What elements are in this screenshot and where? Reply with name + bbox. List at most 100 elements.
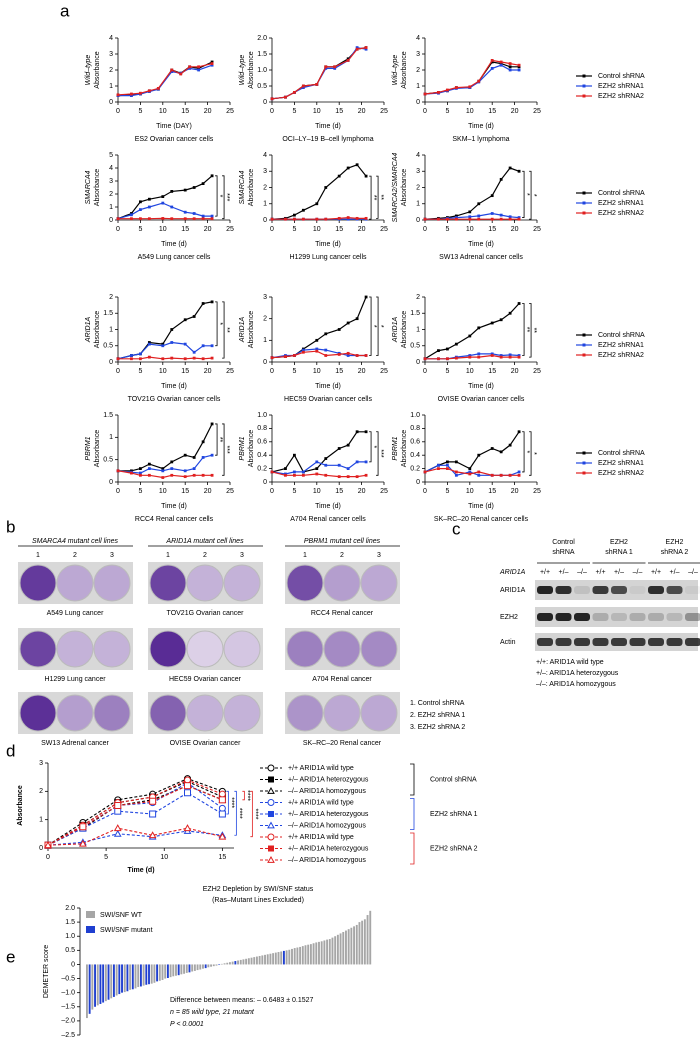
- y-tick-label: 2.0: [257, 35, 267, 42]
- bar: [204, 964, 207, 969]
- point: [170, 68, 174, 72]
- chart-title: OVISE Ovarian cancer cells: [438, 396, 525, 403]
- legend-entry: +/+ ARID1A wild type: [288, 765, 354, 772]
- data-line: [117, 341, 213, 360]
- point: [210, 214, 214, 218]
- point: [364, 216, 368, 220]
- blot-row-label: Actin: [500, 639, 516, 646]
- significance-bracket: [522, 303, 525, 356]
- point: [170, 205, 174, 209]
- legend-entry: +/+ ARID1A wild type: [288, 834, 354, 841]
- point: [179, 72, 183, 76]
- legend-entry: Control shRNA: [598, 450, 645, 457]
- bar: [102, 964, 105, 1003]
- legend-entry: +/– ARID1A heterozygous: [288, 776, 369, 783]
- point: [192, 473, 196, 477]
- point: [147, 341, 151, 344]
- point: [315, 467, 319, 470]
- y-tick-label: 1.0: [410, 412, 420, 419]
- x-axis-label: Time (d): [161, 503, 187, 510]
- band: [685, 638, 700, 646]
- point: [79, 823, 87, 831]
- x-tick-label: 25: [380, 226, 388, 233]
- bar: [315, 942, 318, 965]
- data-line: [271, 471, 367, 478]
- point: [517, 169, 521, 173]
- bar: [226, 962, 229, 965]
- point: [201, 344, 205, 348]
- plate: [360, 564, 398, 602]
- group-label: Control shRNA: [430, 776, 477, 783]
- bar: [277, 952, 280, 965]
- x-tick-label: 10: [159, 488, 167, 495]
- point: [499, 450, 503, 454]
- x-axis-label: Time (d): [468, 503, 494, 510]
- point: [170, 217, 174, 221]
- point: [315, 83, 319, 86]
- point: [149, 797, 157, 805]
- point: [454, 356, 458, 360]
- group-bracket: [410, 763, 415, 796]
- point: [346, 475, 350, 479]
- y-tick-label: 3: [416, 168, 420, 175]
- point: [139, 200, 142, 204]
- point: [508, 166, 512, 170]
- y-tick-label: 3: [263, 168, 267, 175]
- chart-title: OCI–LY–19 B–cell lymphoma: [282, 136, 373, 143]
- point: [170, 190, 174, 193]
- x-tick-label: 15: [335, 226, 343, 233]
- bar: [242, 959, 245, 965]
- point: [114, 807, 122, 815]
- bar: [280, 951, 283, 965]
- plate: [286, 564, 324, 602]
- y-tick-label: 2: [109, 294, 113, 301]
- point: [218, 804, 226, 812]
- group-header: PBRM1 mutant cell lines: [304, 538, 381, 545]
- significance: **: [377, 195, 384, 201]
- y-axis-label: DEMETER score: [43, 945, 50, 998]
- bar: [328, 939, 331, 965]
- key-entry: +/–: ARID1A heterozygous: [536, 670, 619, 677]
- point: [201, 302, 205, 305]
- data-line: [424, 59, 520, 95]
- bar: [223, 963, 226, 965]
- y-tick-label: 0.6: [410, 439, 420, 446]
- blot-group: EZH2: [610, 539, 628, 546]
- data-line: [272, 216, 367, 220]
- point: [355, 430, 359, 434]
- point: [337, 216, 341, 220]
- group-label: EZH2 shRNA 2: [430, 845, 478, 852]
- bar: [188, 964, 191, 973]
- legend-entry: SWI/SNF WT: [100, 912, 143, 919]
- bar: [191, 964, 194, 972]
- point: [346, 321, 350, 325]
- band: [666, 638, 683, 646]
- legend-swatch: [582, 451, 586, 455]
- legend-swatch: [582, 191, 586, 195]
- y-axis-label: Absorbance: [94, 169, 101, 206]
- y-tick-label: 0.2: [257, 465, 267, 472]
- significance-bracket: [234, 790, 237, 836]
- bar: [266, 954, 269, 965]
- x-tick-label: 0: [116, 488, 120, 495]
- legend-swatch: [582, 211, 586, 215]
- bar: [247, 958, 250, 965]
- plate: [360, 630, 398, 668]
- blot-strip: [535, 607, 698, 627]
- x-tick-label: 10: [159, 108, 167, 115]
- y-tick-label: –2.5: [61, 1032, 75, 1039]
- y-tick-label: 3: [39, 760, 43, 767]
- y-axis-label: Absorbance: [248, 430, 255, 467]
- bar: [358, 922, 361, 965]
- legend-entry: EZH2 shRNA2: [598, 352, 644, 359]
- point: [284, 355, 287, 358]
- point: [468, 355, 472, 359]
- data-line: [117, 454, 213, 474]
- key-entry: 1. Control shRNA: [410, 700, 465, 707]
- group-bracket: [410, 798, 415, 830]
- band: [685, 613, 700, 621]
- significance-bracket: [369, 431, 372, 463]
- point: [114, 802, 122, 809]
- point: [113, 829, 122, 837]
- bar: [318, 941, 320, 965]
